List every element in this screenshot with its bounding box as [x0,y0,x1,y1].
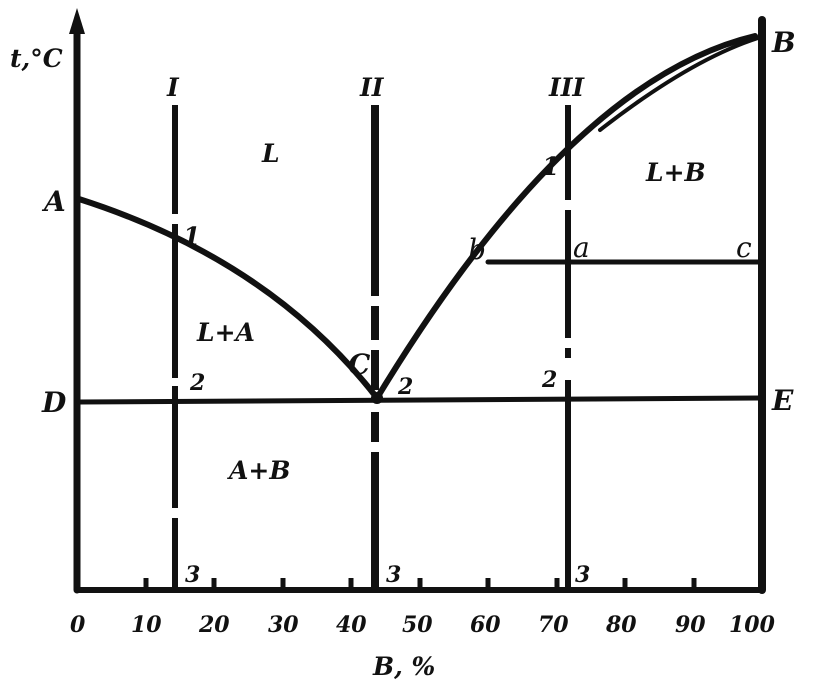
tick-label: 90 [675,612,706,638]
tick-label: 30 [268,612,299,638]
alloy-I-point-2: 2 [189,370,205,396]
alloy-III-point-1: 1 [542,152,559,181]
x-ticks [143,578,697,590]
point-c-label: c [736,231,752,264]
alloy-III-point-2: 2 [541,367,557,393]
alloy-III-label: III [548,73,585,102]
tick-label: 10 [131,612,162,638]
alloy-I-label: I [166,73,180,102]
tick-label: 40 [336,612,367,638]
x-tick-labels: 0 10 20 30 40 50 60 70 80 90 100 [70,612,776,638]
eutectic-line [76,395,763,405]
tick-label: 0 [70,612,86,638]
point-A-label: A [41,185,66,218]
alloy-I-point-3: 3 [185,562,200,588]
tick-label: 70 [538,612,569,638]
tick-label: 60 [470,612,501,638]
liquidus-left [76,196,380,401]
alloy-III-point-3: 3 [575,562,590,588]
y-axis-arrow [69,8,85,34]
liquidus-right-thick [598,36,760,132]
point-b-label: b [468,233,486,266]
point-C-label: C [348,348,371,381]
tick-label: 80 [605,612,637,638]
y-axis-label: t,°C [10,44,63,73]
point-D-label: D [41,386,67,419]
tick-label: 50 [402,612,433,638]
x-axis-label: B, % [372,652,435,681]
region-solid-a-plus-b: A+B [227,456,290,485]
tick-label: 100 [729,612,776,638]
alloy-II-label: II [359,73,385,102]
point-B-label: B [771,26,796,59]
region-liquid-plus-a: L+A [196,318,255,347]
alloy-I-point-1: 1 [183,222,200,251]
tick-label: 20 [198,612,230,638]
region-liquid-plus-b: L+B [645,158,706,187]
point-E-label: E [771,384,794,417]
eutectic-point-dot [371,392,383,404]
alloy-II-point-3: 3 [386,562,401,588]
alloy-II-point-2: 2 [397,374,413,400]
region-liquid: L [261,139,280,168]
point-a-label: a [573,231,590,264]
